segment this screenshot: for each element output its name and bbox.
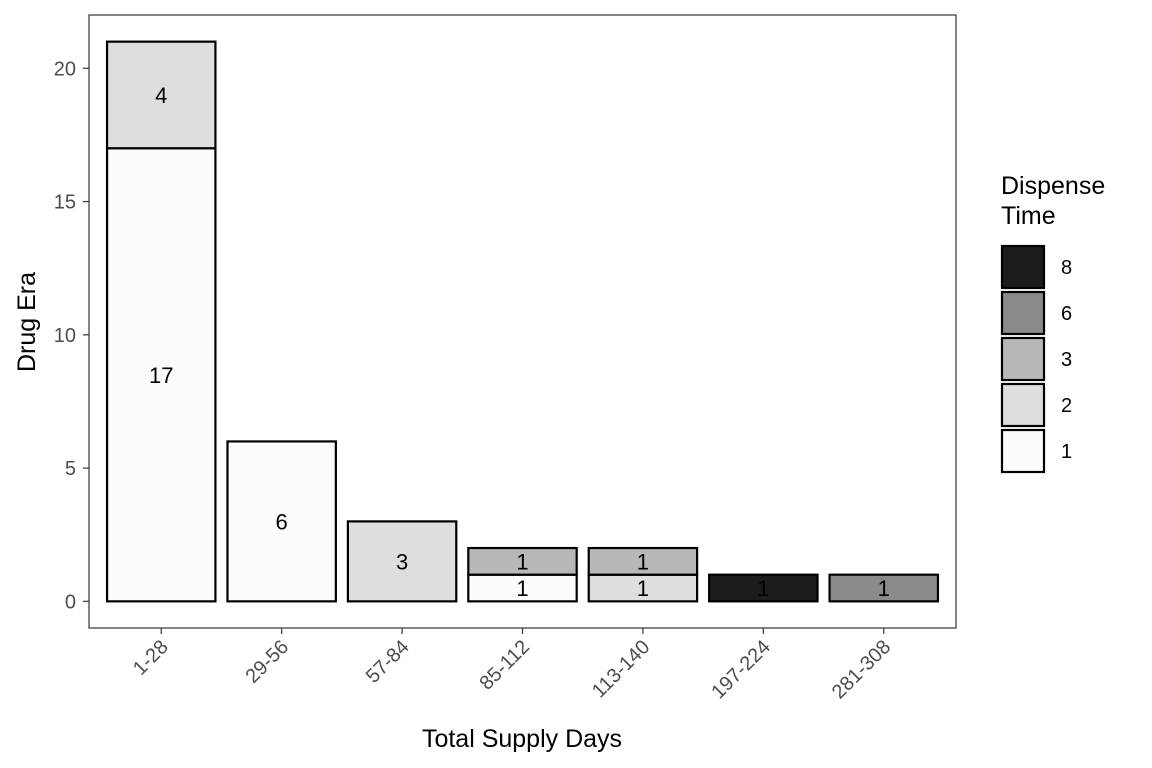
bar-label-1-28-dispense-2: 4	[155, 83, 167, 108]
y-tick-label: 0	[65, 591, 76, 613]
bar-segment-113-140-dispense-2	[587, 573, 699, 603]
legend-label-3: 3	[1061, 349, 1072, 371]
bar-segment-197-224-dispense-8	[708, 573, 819, 603]
bar-segment-1-28-dispense-1	[105, 147, 217, 603]
x-tick-label: 85-112	[475, 636, 534, 695]
bar-segment-281-308-dispense-6	[828, 573, 940, 603]
bar-segment-1-28-dispense-2	[105, 40, 217, 150]
bar-segment-85-112-dispense-3	[467, 546, 578, 576]
plot-panel	[88, 14, 957, 629]
legend-label-2: 2	[1061, 395, 1072, 417]
bar-segment-113-140-dispense-3	[587, 546, 699, 576]
x-tick-label: 281-308	[828, 636, 895, 703]
bar-segment-29-56-dispense-1	[226, 440, 337, 603]
y-tick-label: 20	[54, 58, 76, 80]
legend-label-6: 6	[1061, 303, 1072, 325]
bar-label-113-140-dispense-3: 1	[637, 549, 649, 574]
x-tick-label: 113-140	[588, 636, 654, 702]
legend-title-line: Time	[1001, 202, 1056, 230]
y-tick-label: 15	[54, 192, 76, 214]
bar-label-1-28-dispense-1: 17	[149, 363, 173, 388]
bar-label-113-140-dispense-2: 1	[637, 576, 649, 601]
bar-label-85-112-dispense-3: 1	[516, 549, 528, 574]
x-tick-label: 57-84	[362, 636, 414, 688]
x-axis-title: Total Supply Days	[422, 725, 622, 753]
y-axis-title: Drug Era	[13, 272, 41, 372]
bars	[105, 40, 940, 603]
plot-border	[88, 14, 957, 629]
x-tick-label: 1-28	[129, 636, 173, 680]
legend-title-line: Dispense	[1001, 172, 1105, 200]
bar-label-85-112-dispense-1: 1	[516, 576, 528, 601]
y-tick-label: 10	[54, 325, 76, 347]
legend-key-1	[1000, 428, 1046, 474]
x-tick-label: 197-224	[707, 636, 774, 703]
x-tick-label: 29-56	[241, 636, 293, 688]
legend-key-8	[1000, 244, 1046, 290]
y-tick-label: 5	[65, 458, 76, 480]
bar-segment-57-84-dispense-2	[346, 520, 458, 603]
bar-label-197-224-dispense-8: 1	[757, 576, 769, 601]
legend-label-1: 1	[1061, 441, 1072, 463]
legend-key-3	[1000, 336, 1046, 382]
legend-label-8: 8	[1061, 257, 1072, 279]
legend-key-2	[1000, 382, 1046, 428]
legend-key-6	[1000, 290, 1046, 336]
bar-label-29-56-dispense-1: 6	[276, 509, 288, 534]
bar-label-57-84-dispense-2: 3	[396, 549, 408, 574]
bar-label-281-308-dispense-6: 1	[878, 576, 890, 601]
